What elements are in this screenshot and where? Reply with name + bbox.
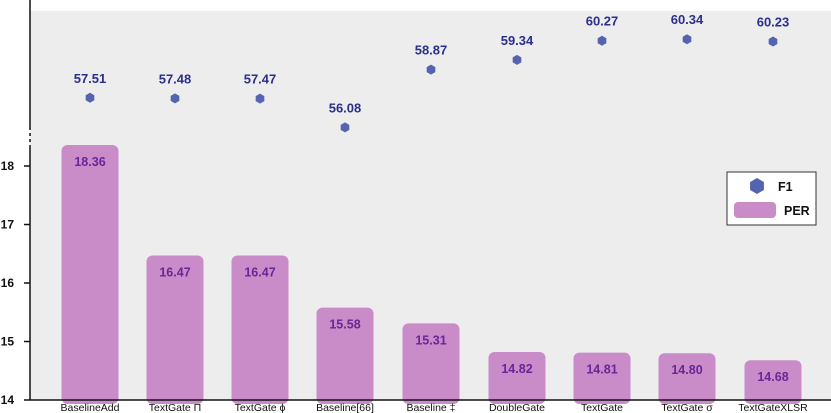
per-bar bbox=[146, 255, 204, 404]
legend-per-label: PER bbox=[784, 204, 810, 218]
legend-per-swatch bbox=[734, 202, 776, 218]
x-axis: BaselineAdd TextGate Π TextGate ϕ Baseline[… bbox=[30, 399, 831, 413]
f1-value-label: 57.48 bbox=[159, 71, 192, 86]
per-bar bbox=[316, 307, 374, 404]
f1-value-label: 57.47 bbox=[244, 72, 277, 87]
f1-value-label: 58.87 bbox=[415, 43, 448, 58]
f1-value-label: 56.08 bbox=[329, 100, 362, 115]
per-value-label: 14.68 bbox=[757, 370, 788, 384]
per-value-label: 18.36 bbox=[74, 155, 105, 169]
per-value-label: 16.47 bbox=[159, 266, 190, 280]
per-value-label: 15.31 bbox=[415, 333, 446, 347]
y-tick-label: 14 bbox=[1, 393, 15, 407]
y-axis: 14 15 16 17 18 bbox=[1, 0, 31, 407]
per-bar bbox=[488, 352, 546, 404]
per-value-label: 14.81 bbox=[586, 363, 617, 377]
x-tick-label: TextGate bbox=[581, 402, 623, 413]
f1-marker bbox=[682, 34, 692, 45]
value-labels: 18.36 57.51 16.47 57.48 16.47 57.47 15.58 56.08… bbox=[74, 12, 790, 384]
y-tick-label: 17 bbox=[1, 218, 15, 232]
f1-value-label: 60.34 bbox=[671, 12, 704, 27]
x-tick-label: BaselineAdd bbox=[61, 402, 120, 413]
f1-marker bbox=[85, 92, 95, 103]
per-value-label: 14.80 bbox=[671, 363, 702, 377]
x-tick-label: TextGate Π bbox=[149, 402, 202, 413]
per-bar bbox=[61, 144, 119, 404]
x-tick-label: TextGate σ bbox=[661, 402, 713, 413]
f1-value-label: 57.51 bbox=[74, 71, 107, 86]
f1-value-label: 60.23 bbox=[757, 15, 790, 30]
per-bar bbox=[231, 255, 289, 404]
f1-marker bbox=[426, 64, 436, 75]
f1-marker bbox=[512, 54, 522, 65]
legend: F1 PER bbox=[726, 171, 817, 226]
legend-f1-label: F1 bbox=[778, 180, 793, 194]
per-bar bbox=[744, 360, 802, 404]
x-tick-label: Baseline[66] bbox=[316, 402, 374, 413]
f1-marker bbox=[768, 36, 778, 47]
f1-marker bbox=[255, 93, 265, 104]
x-tick-label: DoubleGate bbox=[489, 402, 545, 413]
y-tick-label: 18 bbox=[1, 159, 15, 173]
per-bar bbox=[658, 353, 716, 404]
f1-value-label: 59.34 bbox=[501, 33, 534, 48]
f1-marker bbox=[340, 122, 350, 133]
per-bar bbox=[402, 323, 460, 404]
per-value-label: 15.58 bbox=[329, 318, 360, 332]
per-bar bbox=[573, 352, 631, 404]
x-tick-label: TextGate ϕ bbox=[235, 402, 286, 413]
x-tick-label: Baseline ‡ bbox=[406, 402, 455, 413]
f1-marker bbox=[597, 35, 607, 46]
x-tick-label: TextGateXLSR bbox=[738, 402, 808, 413]
per-bars bbox=[61, 144, 802, 404]
y-tick-label: 15 bbox=[1, 335, 15, 349]
y-tick-label: 16 bbox=[1, 276, 15, 290]
f1-value-label: 60.27 bbox=[586, 14, 619, 29]
f1-marker bbox=[170, 93, 180, 104]
per-value-label: 16.47 bbox=[244, 266, 275, 280]
f1-markers bbox=[85, 34, 778, 133]
per-value-label: 14.82 bbox=[501, 362, 532, 376]
legend-f1-marker bbox=[750, 178, 764, 194]
